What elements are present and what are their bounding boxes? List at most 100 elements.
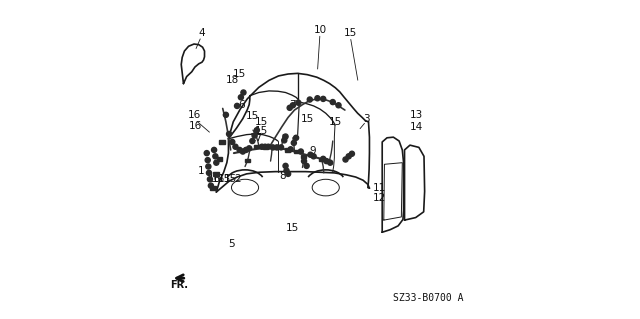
- Text: 15: 15: [223, 174, 237, 184]
- Bar: [219, 140, 225, 144]
- Text: 17: 17: [250, 133, 264, 143]
- Circle shape: [254, 128, 259, 133]
- Circle shape: [250, 138, 255, 144]
- Circle shape: [238, 95, 243, 100]
- Bar: [263, 146, 268, 149]
- Text: 16: 16: [212, 174, 225, 184]
- Bar: [217, 157, 222, 161]
- Circle shape: [330, 100, 335, 105]
- Text: 2: 2: [234, 174, 241, 184]
- Circle shape: [349, 151, 355, 156]
- Text: 7: 7: [289, 100, 295, 110]
- Text: 12: 12: [372, 193, 386, 204]
- Text: FR.: FR.: [170, 279, 188, 290]
- Circle shape: [234, 103, 239, 108]
- Circle shape: [315, 96, 320, 101]
- Text: 13: 13: [410, 110, 423, 121]
- Circle shape: [230, 139, 235, 145]
- Circle shape: [288, 147, 293, 152]
- Circle shape: [209, 183, 214, 188]
- Text: 16: 16: [188, 121, 202, 131]
- Text: 15: 15: [301, 114, 314, 124]
- Bar: [254, 145, 259, 148]
- Circle shape: [296, 100, 301, 105]
- Text: 15: 15: [329, 117, 342, 127]
- Text: 8: 8: [279, 171, 285, 181]
- Circle shape: [233, 144, 238, 149]
- Text: 15: 15: [233, 69, 246, 79]
- Text: 14: 14: [410, 122, 423, 132]
- Text: 9: 9: [310, 145, 316, 156]
- Text: 15: 15: [246, 111, 259, 122]
- Text: 15: 15: [218, 174, 231, 184]
- Text: 16: 16: [188, 110, 200, 120]
- Circle shape: [311, 154, 316, 159]
- Circle shape: [206, 164, 211, 169]
- Text: 1: 1: [198, 166, 205, 176]
- Circle shape: [205, 158, 211, 163]
- Circle shape: [240, 149, 245, 154]
- Text: 15: 15: [254, 117, 268, 127]
- Circle shape: [266, 144, 271, 149]
- Text: 3: 3: [363, 114, 369, 124]
- Bar: [301, 155, 306, 158]
- Text: 10: 10: [314, 25, 326, 35]
- Circle shape: [291, 103, 296, 108]
- Text: 11: 11: [372, 182, 386, 193]
- Bar: [214, 172, 219, 176]
- Circle shape: [237, 147, 242, 152]
- Circle shape: [291, 140, 296, 145]
- Text: 15: 15: [254, 126, 268, 137]
- Circle shape: [301, 159, 307, 164]
- Circle shape: [270, 145, 275, 150]
- Circle shape: [252, 133, 257, 138]
- Circle shape: [346, 154, 351, 159]
- Circle shape: [308, 152, 313, 157]
- Circle shape: [304, 163, 309, 168]
- Circle shape: [204, 151, 209, 156]
- Text: 15: 15: [344, 28, 357, 39]
- Circle shape: [213, 154, 218, 159]
- Circle shape: [307, 97, 312, 102]
- Circle shape: [207, 177, 212, 182]
- Text: 18: 18: [226, 75, 239, 85]
- Circle shape: [278, 145, 284, 150]
- Text: 5: 5: [228, 239, 235, 249]
- Text: SZ33-B0700 A: SZ33-B0700 A: [393, 293, 464, 303]
- Circle shape: [214, 160, 219, 165]
- Circle shape: [275, 145, 280, 150]
- Circle shape: [324, 159, 329, 164]
- Circle shape: [223, 112, 228, 117]
- Bar: [319, 158, 324, 161]
- Circle shape: [343, 157, 348, 162]
- Bar: [211, 186, 216, 190]
- Circle shape: [283, 163, 288, 168]
- Bar: [294, 150, 300, 153]
- Bar: [285, 148, 290, 152]
- Circle shape: [241, 90, 246, 95]
- Circle shape: [227, 131, 232, 137]
- Circle shape: [246, 146, 252, 151]
- Circle shape: [259, 144, 264, 149]
- Circle shape: [283, 134, 288, 139]
- Circle shape: [282, 138, 287, 143]
- Circle shape: [294, 135, 299, 140]
- Circle shape: [328, 160, 333, 165]
- Circle shape: [207, 170, 212, 175]
- Text: 4: 4: [198, 28, 205, 39]
- Circle shape: [284, 168, 289, 173]
- Circle shape: [243, 147, 248, 152]
- Circle shape: [321, 156, 326, 161]
- Text: 6: 6: [239, 100, 245, 110]
- Bar: [244, 159, 250, 162]
- Circle shape: [336, 103, 341, 108]
- Circle shape: [212, 147, 217, 152]
- Circle shape: [298, 149, 303, 154]
- Circle shape: [321, 96, 326, 101]
- Text: 16: 16: [207, 174, 221, 184]
- Circle shape: [285, 171, 291, 176]
- Circle shape: [287, 105, 292, 110]
- Bar: [273, 146, 278, 149]
- Text: 15: 15: [286, 223, 300, 233]
- Circle shape: [262, 144, 268, 149]
